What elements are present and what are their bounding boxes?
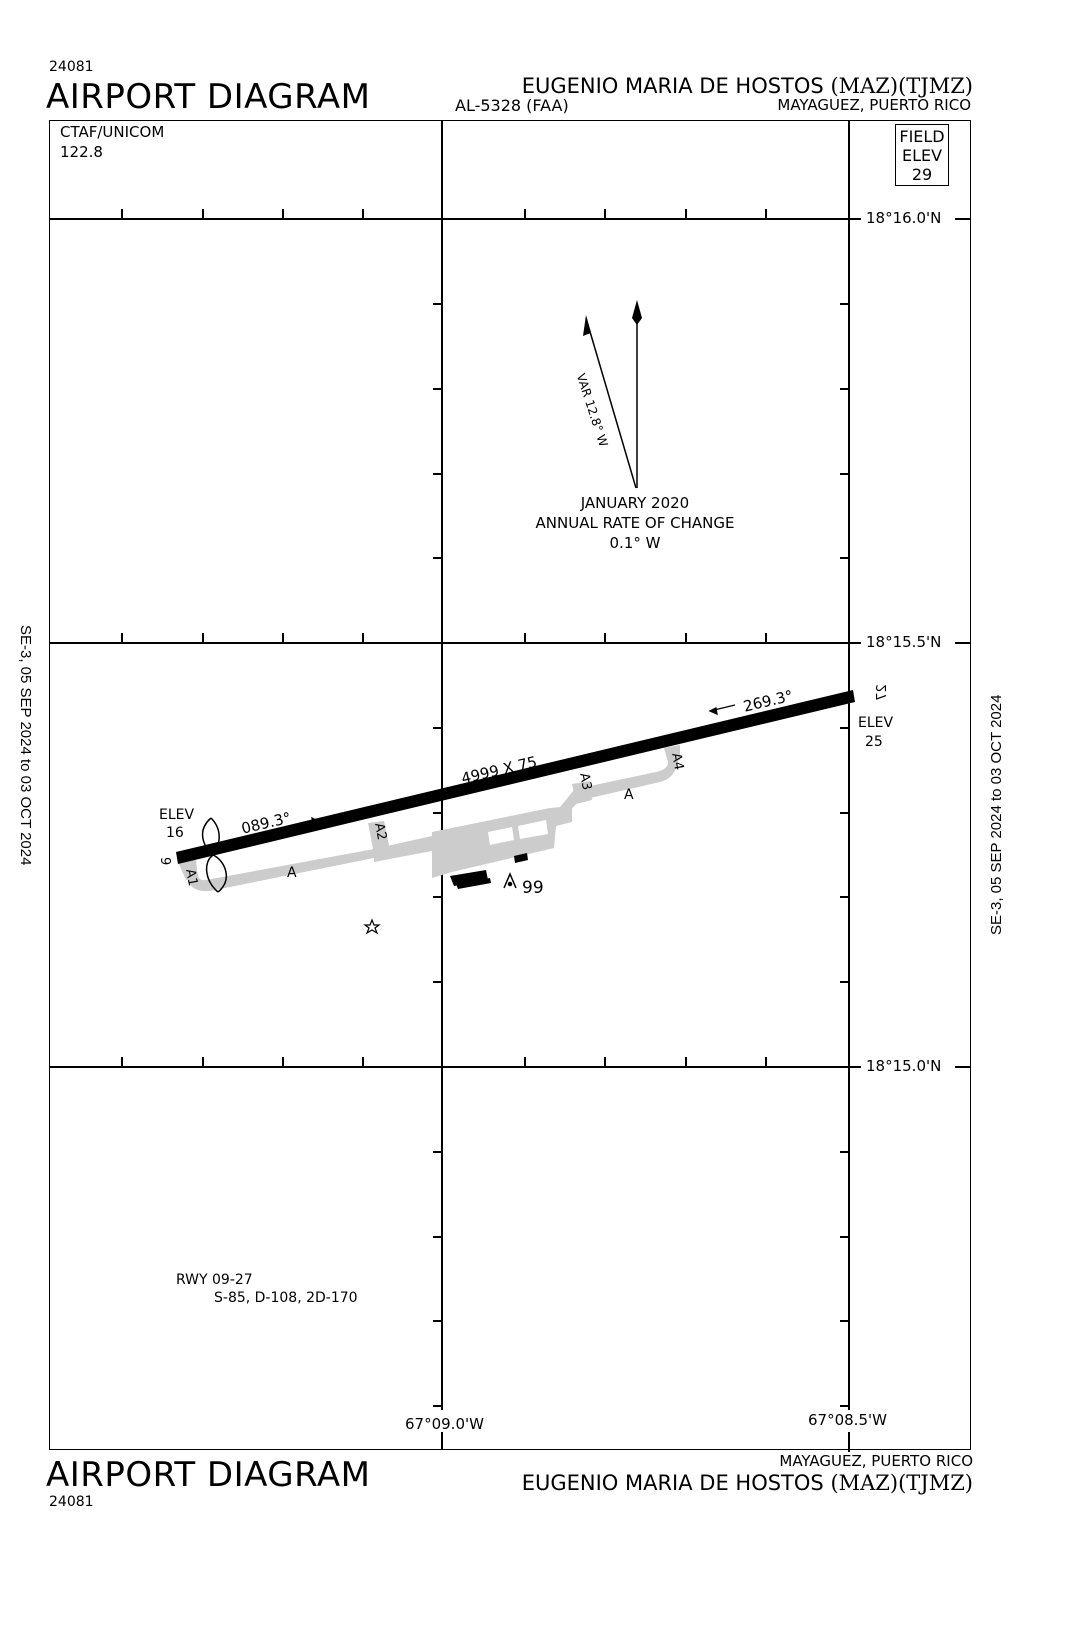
taxiway-label-a2: A2	[371, 821, 389, 842]
lon-label-08-5: 67°08.5'W	[808, 1411, 887, 1429]
runway-strength-values: S-85, D-108, 2D-170	[214, 1290, 358, 1306]
lon-line-stub	[848, 1432, 850, 1452]
taxiway-label-a-east: A	[624, 787, 634, 803]
magnetic-north-arrow-icon	[583, 315, 637, 489]
variation-epoch: JANUARY 2020	[580, 494, 690, 512]
page-title: AIRPORT DIAGRAM	[46, 77, 371, 117]
diagram-frame	[49, 120, 971, 1450]
rwy27-elev-label: ELEV	[858, 715, 894, 731]
annual-rate-label: ANNUAL RATE OF CHANGE	[535, 514, 735, 532]
runway-09-27	[176, 690, 855, 864]
field-elev-value: 29	[911, 165, 933, 184]
lat-stub	[955, 642, 971, 644]
rwy09-elev-value: 16	[166, 825, 184, 841]
lat-stub	[849, 1066, 861, 1068]
buildings	[450, 853, 528, 889]
airport-name: EUGENIO MARIA DE HOSTOS (MAZ)(TJMZ)	[522, 76, 973, 97]
ctaf-label: CTAF/UNICOM	[60, 123, 165, 141]
airport-location: MAYAGUEZ, PUERTO RICO	[777, 96, 971, 114]
field-elevation-box: FIELD ELEV 29	[895, 124, 949, 186]
ctaf-frequency: 122.8	[60, 143, 103, 161]
lat-label-15-0: 18°15.0'N	[866, 1057, 942, 1075]
obstacle-elevation: 99	[522, 878, 544, 898]
footer-location: MAYAGUEZ, PUERTO RICO	[779, 1452, 973, 1470]
wind-indicator-icon	[201, 817, 228, 893]
rwy27-number: 27	[874, 684, 890, 701]
lat-stub	[955, 1066, 971, 1068]
taxiway-label-a4: A4	[668, 751, 686, 772]
heading-arrow-27-icon	[708, 704, 736, 716]
footer-airport-name: EUGENIO MARIA DE HOSTOS (MAZ)(TJMZ)	[522, 1473, 973, 1494]
rotating-beacon-icon	[363, 918, 381, 935]
footer-title: AIRPORT DIAGRAM	[46, 1455, 371, 1495]
lon-line-09-0	[441, 120, 443, 1410]
lat-line-15-0	[49, 1066, 849, 1068]
footer-airport-identifiers: (MAZ)(TJMZ)	[830, 1471, 973, 1495]
lat-stub	[955, 218, 971, 220]
annual-rate-value: 0.1° W	[609, 534, 661, 552]
heading-arrow-09-icon	[295, 816, 320, 827]
chart-number-bottom: 24081	[49, 1494, 94, 1510]
airport-identifiers: (MAZ)(TJMZ)	[830, 74, 973, 98]
lat-stub	[849, 642, 861, 644]
airport-name-text: EUGENIO MARIA DE HOSTOS	[521, 74, 824, 98]
rwy27-elev-value: 25	[865, 734, 883, 750]
lat-label-16-0: 18°16.0'N	[866, 209, 942, 227]
lon-line-08-5	[848, 120, 850, 1410]
obstacle-icon	[503, 872, 517, 889]
true-north-arrow-icon	[632, 300, 642, 488]
apron-islands	[488, 820, 548, 845]
field-elev-line2: ELEV	[901, 146, 943, 165]
lon-line-stub	[441, 1432, 443, 1450]
runway-strength-title: RWY 09-27	[176, 1272, 253, 1288]
lat-line-16-0	[49, 218, 849, 220]
footer-airport-name-text: EUGENIO MARIA DE HOSTOS	[521, 1471, 824, 1495]
taxiway-label-a3: A3	[576, 771, 594, 792]
lat-stub	[849, 218, 861, 220]
procedure-id: AL-5328 (FAA)	[455, 96, 569, 115]
taxiway-label-a1: A1	[182, 867, 200, 888]
lat-line-15-5	[49, 642, 849, 644]
rwy09-elev-label: ELEV	[159, 807, 195, 823]
rwy09-number: 9	[157, 857, 172, 866]
field-elev-line1: FIELD	[899, 127, 945, 146]
taxiway-label-a-west: A	[287, 865, 297, 881]
lon-label-09-0: 67°09.0'W	[405, 1415, 484, 1433]
lat-label-15-5: 18°15.5'N	[866, 633, 942, 651]
chart-number-top: 24081	[49, 59, 94, 75]
